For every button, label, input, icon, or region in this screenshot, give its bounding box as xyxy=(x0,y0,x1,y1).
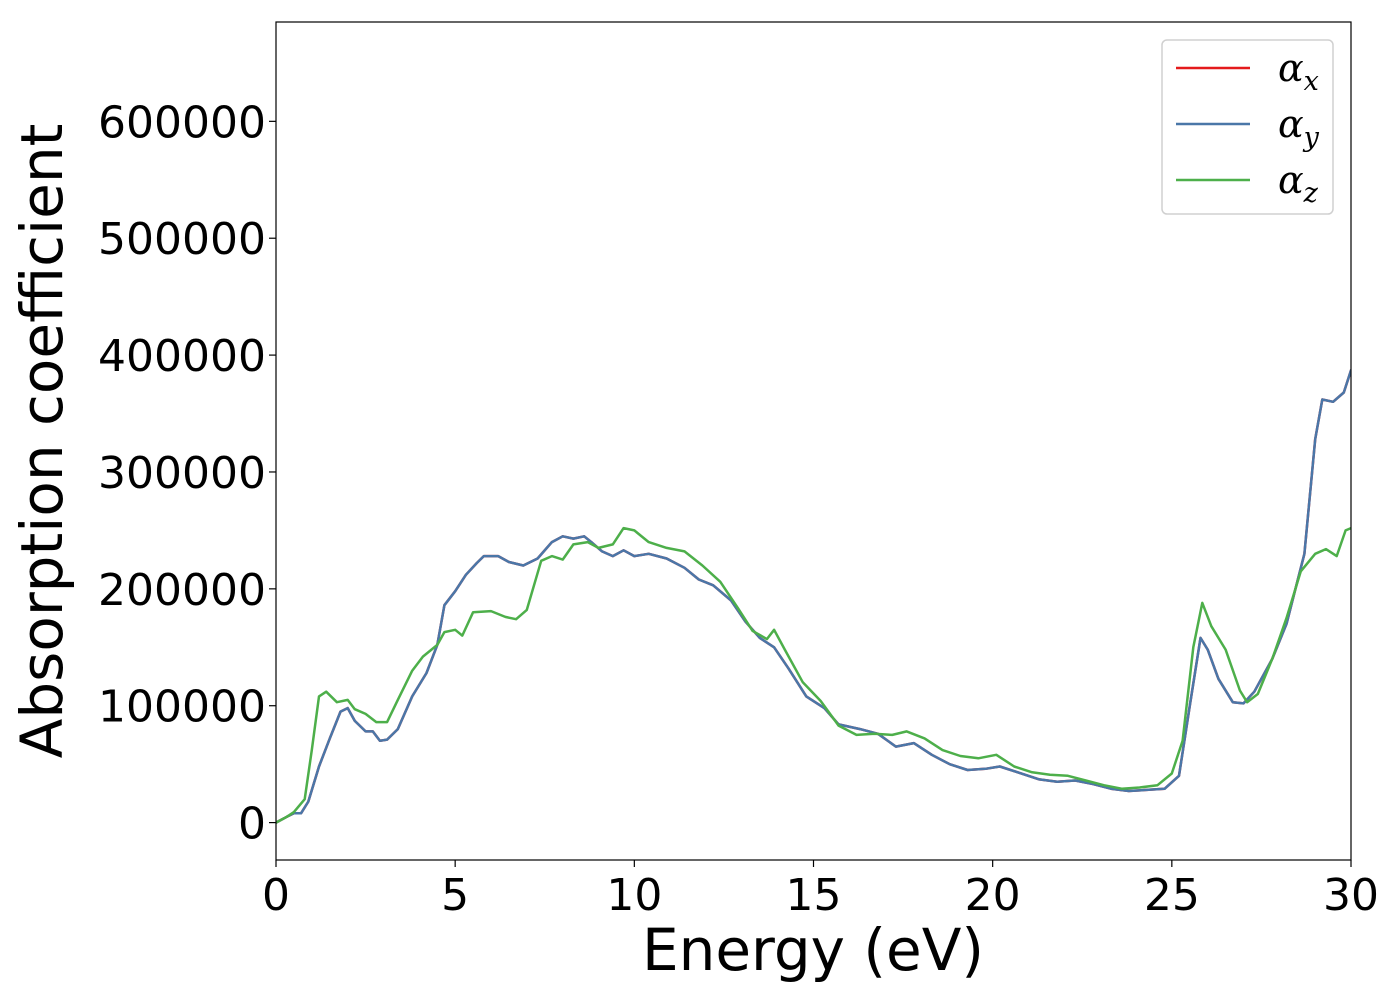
y-axis-title: Absorption coefficient xyxy=(8,124,76,759)
x-tick-label: 25 xyxy=(1144,870,1200,921)
y-tick-label: 400000 xyxy=(98,331,266,382)
legend-label-x: αx xyxy=(1278,46,1319,97)
x-tick-label: 30 xyxy=(1323,870,1379,921)
legend-label-z: αz xyxy=(1278,158,1319,209)
y-tick-label: 100000 xyxy=(98,682,266,733)
x-axis-title: Energy (eV) xyxy=(642,916,984,984)
y-tick-label: 0 xyxy=(238,799,266,850)
series-line-z xyxy=(276,526,1351,824)
legend-box xyxy=(1161,39,1334,215)
series-line-y xyxy=(276,369,1351,824)
y-tick-label: 300000 xyxy=(98,448,266,499)
x-axis: 0 5 10 15 20 25 30 xyxy=(262,860,1379,921)
y-tick-label: 600000 xyxy=(98,97,266,148)
legend-label-y: αy xyxy=(1278,102,1320,153)
x-tick-label: 10 xyxy=(606,870,662,921)
x-tick-label: 5 xyxy=(441,870,469,921)
x-tick-label: 0 xyxy=(262,870,290,921)
x-tick-label: 20 xyxy=(965,870,1021,921)
y-axis: 0 100000 200000 300000 400000 500000 600000 xyxy=(98,97,276,850)
plot-layer xyxy=(276,369,1351,824)
y-tick-label: 500000 xyxy=(98,214,266,265)
x-tick-label: 15 xyxy=(786,870,842,921)
y-tick-label: 200000 xyxy=(98,565,266,616)
